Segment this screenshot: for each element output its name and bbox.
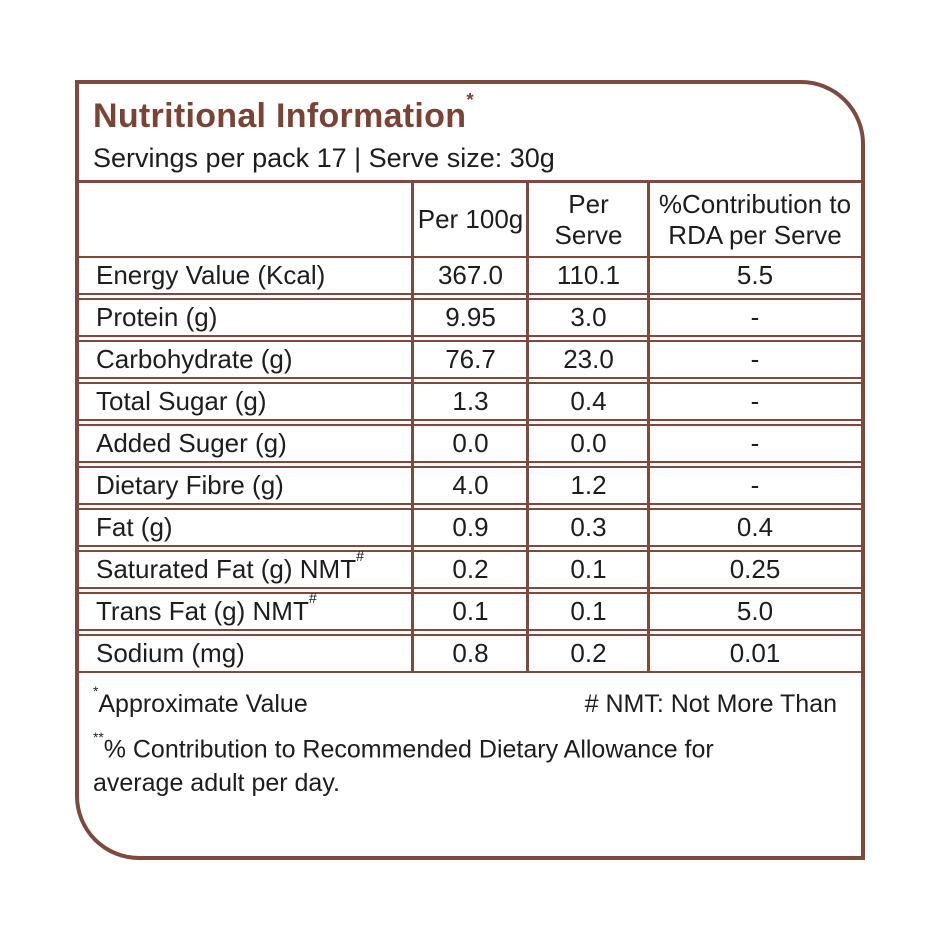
column-header-per-serve: Per Serve xyxy=(554,188,623,250)
value-rda: 0.4 xyxy=(736,512,774,542)
value-rda: 5.0 xyxy=(736,596,774,626)
value-per-serve: 1.2 xyxy=(570,470,607,500)
row-label: Total Sugar (g) xyxy=(96,386,267,416)
table-row: Protein (g) 9.95 3.0 - xyxy=(79,298,861,337)
table-row: Saturated Fat (g) NMT# 0.2 0.1 0.25 xyxy=(79,549,861,589)
nutrition-table: Per 100g Per Serve %Contribution to RDA … xyxy=(79,180,861,673)
page-title: Nutritional Information* xyxy=(93,89,845,136)
title-block: Nutritional Information* Servings per pa… xyxy=(79,84,861,180)
rda-text: % Contribution to Recommended Dietary Al… xyxy=(93,735,714,798)
row-label: Carbohydrate (g) xyxy=(96,344,293,374)
row-label: Dietary Fibre (g) xyxy=(96,470,284,500)
table-row: Dietary Fibre (g) 4.0 1.2 - xyxy=(79,466,861,505)
column-divider xyxy=(526,180,529,673)
value-per-100g: 0.2 xyxy=(452,554,489,584)
row-label: Fat (g) xyxy=(96,512,173,542)
table-row: Fat (g) 0.9 0.3 0.4 xyxy=(79,508,861,547)
rda-asterisks: ** xyxy=(93,729,104,745)
nutrition-card: Nutritional Information* Servings per pa… xyxy=(75,80,865,860)
value-rda: - xyxy=(750,344,760,374)
table-row: Sodium (mg) 0.8 0.2 0.01 xyxy=(79,634,861,673)
value-per-100g: 9.95 xyxy=(445,302,496,332)
footnotes: *Approximate Value # NMT: Not More Than … xyxy=(79,673,861,800)
row-label: Sodium (mg) xyxy=(96,638,245,668)
table-row: Carbohydrate (g) 76.7 23.0 - xyxy=(79,340,861,379)
value-rda: 5.5 xyxy=(736,260,774,290)
table-row: Total Sugar (g) 1.3 0.4 - xyxy=(79,382,861,421)
value-per-serve: 3.0 xyxy=(570,302,607,332)
column-divider xyxy=(411,180,414,673)
table-row: Trans Fat (g) NMT# 0.1 0.1 5.0 xyxy=(79,591,861,631)
value-per-100g: 76.7 xyxy=(445,344,496,374)
approx-asterisk: * xyxy=(93,684,99,700)
value-rda: - xyxy=(750,470,760,500)
column-header-rda: %Contribution to RDA per Serve xyxy=(658,188,852,250)
row-label: Saturated Fat (g) NMT# xyxy=(96,549,365,584)
value-per-100g: 0.0 xyxy=(452,428,489,458)
row-label: Protein (g) xyxy=(96,302,218,332)
table-header-row: Per 100g Per Serve %Contribution to RDA … xyxy=(79,180,861,258)
value-per-serve: 0.2 xyxy=(570,638,607,668)
table-row: Added Suger (g) 0.0 0.0 - xyxy=(79,424,861,463)
value-rda: - xyxy=(750,302,760,332)
row-label: Energy Value (Kcal) xyxy=(96,260,326,290)
footnote-rda: **% Contribution to Recommended Dietary … xyxy=(93,727,783,800)
value-per-100g: 1.3 xyxy=(452,386,489,416)
value-per-100g: 0.9 xyxy=(452,512,489,542)
page-title-text: Nutritional Information xyxy=(93,97,467,135)
value-per-serve: 0.1 xyxy=(570,554,607,584)
value-per-serve: 0.0 xyxy=(570,428,607,458)
title-asterisk: * xyxy=(466,89,474,111)
value-per-serve: 0.4 xyxy=(570,386,607,416)
value-per-100g: 0.1 xyxy=(452,596,489,626)
value-per-100g: 367.0 xyxy=(437,260,504,290)
row-label: Trans Fat (g) NMT# xyxy=(96,591,317,626)
value-per-serve: 0.1 xyxy=(570,596,607,626)
value-per-serve: 110.1 xyxy=(556,260,621,290)
footnote-nmt: # NMT: Not More Than xyxy=(584,690,837,718)
table-row: Energy Value (Kcal) 367.0 110.1 5.5 xyxy=(79,258,861,295)
table-rows: Energy Value (Kcal) 367.0 110.1 5.5 Protein … xyxy=(79,258,861,673)
value-per-serve: 23.0 xyxy=(563,344,614,374)
value-per-100g: 4.0 xyxy=(452,470,489,500)
value-per-serve: 0.3 xyxy=(570,512,607,542)
approx-text: Approximate Value xyxy=(98,690,308,718)
value-rda: - xyxy=(750,386,760,416)
footnote-approximate: *Approximate Value xyxy=(93,684,308,719)
row-label: Added Suger (g) xyxy=(96,428,287,458)
value-per-100g: 0.8 xyxy=(452,638,489,668)
value-rda: - xyxy=(750,428,760,458)
value-rda: 0.01 xyxy=(729,638,781,668)
column-header-per-100g: Per 100g xyxy=(417,204,524,234)
footnote-line-1: *Approximate Value # NMT: Not More Than xyxy=(93,684,837,719)
serving-info: Servings per pack 17 | Serve size: 30g xyxy=(93,143,555,173)
value-rda: 0.25 xyxy=(729,554,781,584)
column-divider xyxy=(647,180,650,673)
